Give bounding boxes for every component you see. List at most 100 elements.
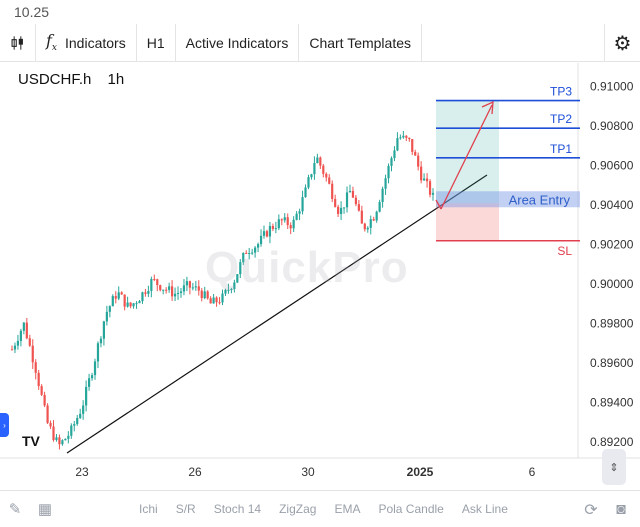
candle-body <box>25 322 28 339</box>
candle-body <box>22 322 25 331</box>
timeframe-button[interactable]: H1 <box>137 23 176 62</box>
candle-body <box>58 437 61 445</box>
pencil-icon[interactable]: ✎ <box>8 501 22 518</box>
candle-body <box>307 177 310 188</box>
candle-body <box>354 197 358 205</box>
side-panel-toggle[interactable]: › <box>0 413 9 437</box>
gear-icon[interactable]: ⚙ <box>604 24 640 62</box>
candle-body <box>271 226 275 229</box>
candle-body <box>342 207 346 209</box>
entry-label: Area Entry <box>509 192 571 207</box>
candlestick-icon[interactable] <box>0 23 36 62</box>
candle-body <box>144 292 147 294</box>
candle-body <box>123 294 126 307</box>
candle-body <box>236 274 239 283</box>
candle-body <box>328 177 331 184</box>
projection-line <box>435 199 442 210</box>
candle-body <box>381 188 384 203</box>
bottom-item-zigzag[interactable]: ZigZag <box>279 502 317 516</box>
candle-body <box>319 157 322 166</box>
bottom-item-ask-line[interactable]: Ask Line <box>461 502 508 516</box>
candle-body <box>402 135 405 138</box>
candle-body <box>19 330 22 341</box>
indicator-shortcuts: Ichi S/R Stoch 14 ZigZag EMA Pola Candle Ask L… <box>130 502 517 516</box>
calculator-icon[interactable]: ▦ <box>37 501 53 518</box>
refresh-icon[interactable]: ⟳ <box>584 502 598 519</box>
chart-area[interactable]: 0.91000 0.90800 0.90600 0.90400 0.90200 0.900… <box>0 63 640 488</box>
bottom-toolbar: ✎ ▦ Ichi S/R Stoch 14 ZigZag EMA Pola Candle A… <box>0 490 640 527</box>
candle-body <box>52 426 55 441</box>
candle-body <box>425 178 429 182</box>
price-chart[interactable]: 0.91000 0.90800 0.90600 0.90400 0.90200 0.900… <box>0 63 640 488</box>
profit-zone <box>436 100 499 204</box>
candle-body <box>206 291 209 299</box>
candle-body <box>31 345 34 363</box>
candle-body <box>280 219 283 221</box>
candle-body <box>90 375 94 379</box>
bottom-item-pola-candle[interactable]: Pola Candle <box>378 502 444 516</box>
take-profit-label: TP3 <box>550 85 572 99</box>
candle-body <box>292 219 295 229</box>
active-indicators-button[interactable]: Active Indicators <box>176 23 300 62</box>
chart-templates-button[interactable]: Chart Templates <box>299 23 423 62</box>
candle-body <box>111 296 114 307</box>
candle-body <box>322 165 325 174</box>
candle-body <box>310 174 313 178</box>
symbol-header: USDCHF.h 1h <box>18 71 136 88</box>
candle-body <box>334 198 337 207</box>
candle-body <box>239 262 242 275</box>
candle-body <box>289 225 292 229</box>
projection-line <box>440 104 493 210</box>
top-toolbar: fx Indicators H1 Active Indicators Chart… <box>0 23 640 62</box>
status-time: 10.25 <box>14 4 50 20</box>
candle-body <box>99 338 103 344</box>
symbol-name: USDCHF.h <box>18 71 92 88</box>
candle-body <box>274 228 277 230</box>
candle-body <box>34 362 37 373</box>
candle-body <box>13 345 17 350</box>
candle-body <box>405 135 408 138</box>
candle-body <box>366 227 369 230</box>
candle-body <box>126 302 129 307</box>
candle-body <box>262 231 266 236</box>
candle-body <box>218 302 221 304</box>
candle-body <box>227 289 230 291</box>
candle-body <box>399 137 402 139</box>
candle-body <box>200 290 203 299</box>
indicators-button[interactable]: fx Indicators <box>36 23 137 62</box>
candle-body <box>360 210 363 224</box>
candle-body <box>73 424 76 426</box>
bottom-item-s-r[interactable]: S/R <box>175 502 196 516</box>
candle-body <box>159 285 162 291</box>
candle-body <box>351 190 355 198</box>
price-tick-label: 0.90200 <box>590 238 634 252</box>
candle-body <box>185 281 189 286</box>
candle-body <box>141 292 144 302</box>
candle-body <box>295 213 298 220</box>
candle-body <box>43 394 46 406</box>
candle-body <box>313 163 316 175</box>
price-tick-label: 0.90600 <box>590 159 634 173</box>
candle-body <box>230 289 233 291</box>
bottom-item-stoch-14[interactable]: Stoch 14 <box>213 502 262 516</box>
bottom-item-ema[interactable]: EMA <box>334 502 361 516</box>
candle-body <box>150 278 153 291</box>
candle-body <box>168 286 171 290</box>
camera-icon[interactable]: ◙ <box>616 501 626 518</box>
candle-body <box>316 157 319 164</box>
candle-body <box>233 282 236 290</box>
time-tick-label: 26 <box>188 465 202 479</box>
scroll-arrows-icon[interactable]: ⇕ <box>602 449 626 485</box>
bottom-item-ichi[interactable]: Ichi <box>139 502 158 516</box>
candle-body <box>337 206 340 215</box>
candle-body <box>384 178 387 189</box>
price-tick-label: 0.91000 <box>590 80 634 94</box>
candle-body <box>265 231 269 237</box>
candle-body <box>55 437 58 441</box>
tradingview-logo: TV <box>22 433 40 449</box>
candle-body <box>248 253 251 255</box>
take-profit-label: TP2 <box>550 112 572 126</box>
candle-body <box>387 165 390 179</box>
loss-zone <box>436 203 499 241</box>
candle-body <box>242 252 245 263</box>
